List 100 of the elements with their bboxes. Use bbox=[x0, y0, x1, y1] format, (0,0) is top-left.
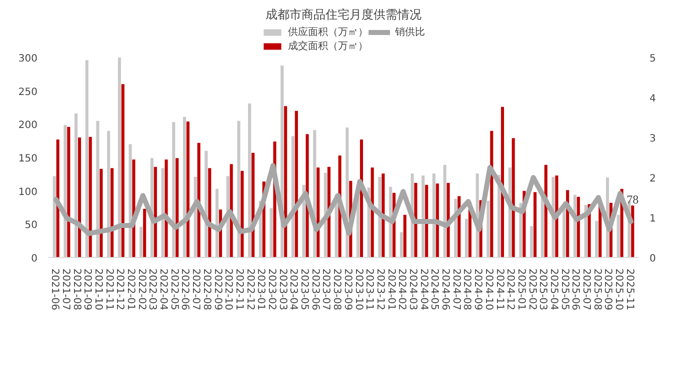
x-tick-label: 2025-06 bbox=[570, 268, 581, 310]
y-tick-label: 250 bbox=[18, 86, 38, 98]
x-tick-label: 2023-02 bbox=[266, 268, 278, 310]
x-tick-label: 2024-08 bbox=[461, 268, 472, 310]
bar bbox=[100, 168, 103, 258]
y-tick-label: 50 bbox=[24, 220, 38, 232]
x-tick-label: 2025-04 bbox=[548, 268, 559, 310]
y-tick-label: 150 bbox=[18, 154, 38, 164]
x-tick-label: 2024-05 bbox=[428, 268, 440, 310]
bar bbox=[161, 168, 164, 258]
bar bbox=[118, 58, 121, 258]
x-tick-label: 2023-08 bbox=[331, 268, 342, 310]
x-tick-label: 2023-04 bbox=[288, 268, 299, 310]
x-tick-label: 2023-05 bbox=[298, 268, 310, 310]
bar bbox=[88, 136, 92, 258]
legend-label: 供应面积（万㎡） bbox=[288, 26, 368, 39]
bar bbox=[107, 130, 110, 258]
bar bbox=[294, 110, 298, 258]
x-tick-label: 2022-03 bbox=[146, 268, 158, 310]
bar bbox=[248, 104, 252, 258]
x-tick-label: 2021-08 bbox=[70, 268, 82, 310]
x-tick-label: 2024-03 bbox=[406, 268, 418, 310]
x-tick-label: 2021-09 bbox=[82, 268, 93, 310]
x-tick-label: 2022-02 bbox=[136, 268, 147, 310]
bar bbox=[530, 226, 534, 258]
x-tick-label: 2023-11 bbox=[364, 268, 375, 310]
x-tick-label: 2022-05 bbox=[168, 268, 180, 310]
y-tick-label: 100 bbox=[18, 186, 38, 198]
y2-tick-label: 2 bbox=[650, 174, 656, 184]
x-tick-label: 2021-06 bbox=[49, 268, 60, 310]
x-tick-label: 2022-04 bbox=[158, 268, 169, 310]
x-tick-label: 2025-07 bbox=[580, 268, 592, 310]
legend-label: 销供比 bbox=[395, 26, 425, 39]
x-tick-label: 2025-02 bbox=[526, 268, 538, 310]
bar bbox=[74, 114, 78, 258]
bar bbox=[52, 176, 56, 258]
bar bbox=[500, 106, 504, 258]
bar bbox=[436, 184, 439, 258]
bar bbox=[172, 122, 176, 258]
y-tick-label: 300 bbox=[18, 54, 38, 64]
bar bbox=[237, 120, 240, 258]
bar bbox=[291, 136, 294, 258]
bar bbox=[143, 208, 146, 258]
bar bbox=[182, 116, 186, 258]
bar bbox=[121, 84, 124, 258]
bar bbox=[512, 138, 515, 258]
x-tick-label: 2023-03 bbox=[276, 268, 288, 310]
x-tick-label: 2022-12 bbox=[244, 268, 256, 310]
bar bbox=[128, 144, 132, 258]
x-tick-label: 2022-01 bbox=[125, 268, 136, 310]
bar bbox=[140, 226, 143, 258]
x-tick-label: 2022-09 bbox=[212, 268, 223, 310]
x-tick-label: 2023-10 bbox=[352, 268, 364, 310]
bar bbox=[110, 168, 114, 258]
x-tick-label: 2021-10 bbox=[92, 268, 104, 310]
bar bbox=[403, 214, 406, 258]
y-tick-label: 0 bbox=[31, 254, 38, 264]
x-tick-label: 2024-06 bbox=[440, 268, 451, 310]
y2-tick-label: 4 bbox=[650, 94, 656, 104]
x-tick-label: 2024-11 bbox=[494, 268, 505, 310]
x-tick-label: 2021-12 bbox=[114, 268, 126, 310]
x-tick-label: 2024-07 bbox=[450, 268, 462, 310]
bar bbox=[616, 214, 620, 258]
bar bbox=[186, 122, 190, 258]
bar bbox=[208, 168, 212, 258]
x-tick-label: 2022-11 bbox=[233, 268, 244, 310]
bar bbox=[67, 126, 70, 258]
x-tick-label: 2025-08 bbox=[591, 268, 602, 310]
x-tick-label: 2024-04 bbox=[418, 268, 429, 310]
x-tick-label: 2022-07 bbox=[190, 268, 202, 310]
legend-label: 成交面积（万㎡） bbox=[288, 40, 368, 53]
x-tick-label: 2023-01 bbox=[255, 268, 266, 310]
bar bbox=[422, 176, 425, 258]
bar bbox=[464, 218, 468, 258]
chart-title: 成都市商品住宅月度供需情况 bbox=[266, 8, 422, 22]
x-tick-label: 2023-07 bbox=[320, 268, 332, 310]
x-tick-label: 2022-06 bbox=[179, 268, 190, 310]
x-tick-label: 2022-08 bbox=[200, 268, 212, 310]
bar bbox=[534, 192, 537, 258]
bar bbox=[164, 160, 168, 258]
bar bbox=[562, 206, 566, 258]
bar bbox=[56, 140, 60, 258]
bar bbox=[595, 220, 598, 258]
x-tick-label: 2024-10 bbox=[482, 268, 494, 310]
bar bbox=[154, 166, 157, 258]
x-tick-label: 2024-12 bbox=[504, 268, 516, 310]
bar bbox=[414, 182, 418, 258]
bar bbox=[425, 184, 428, 258]
bar bbox=[400, 232, 403, 258]
x-tick-label: 2025-05 bbox=[558, 268, 570, 310]
x-tick-label: 2023-09 bbox=[342, 268, 353, 310]
x-tick-label: 2025-01 bbox=[515, 268, 526, 310]
bar bbox=[284, 106, 288, 258]
bar bbox=[85, 60, 88, 258]
bar bbox=[64, 124, 67, 258]
y2-tick-label: 5 bbox=[650, 54, 656, 64]
bar bbox=[378, 176, 382, 258]
bar bbox=[486, 200, 490, 258]
bar bbox=[432, 174, 436, 258]
bar bbox=[490, 130, 494, 258]
